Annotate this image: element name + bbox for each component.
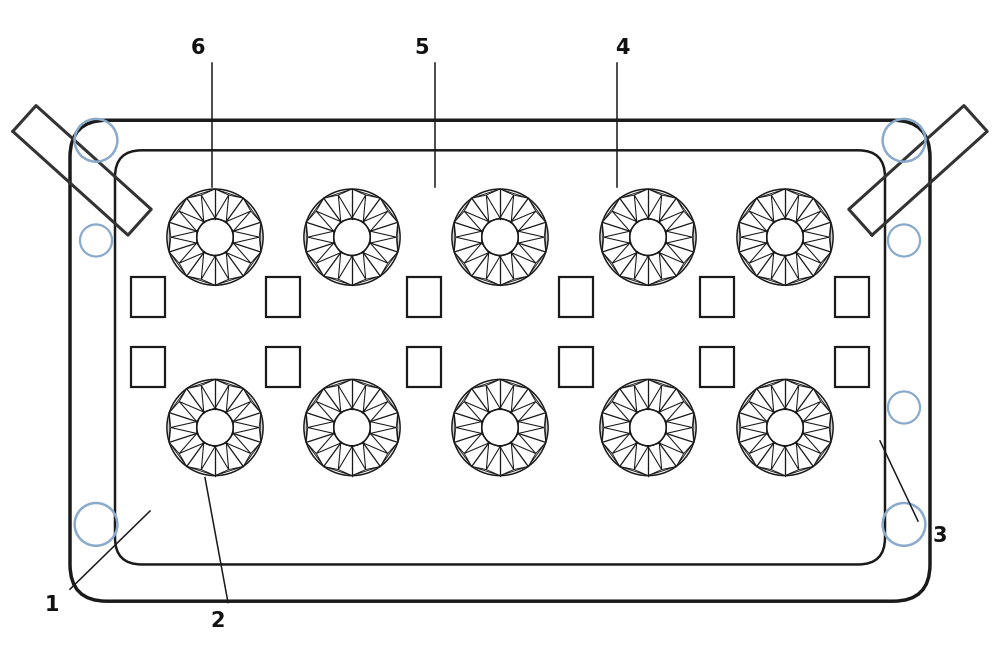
Bar — [700, 277, 734, 317]
Bar — [131, 277, 165, 317]
Bar — [266, 277, 300, 317]
FancyBboxPatch shape — [70, 120, 930, 601]
Text: 4: 4 — [615, 38, 629, 58]
Bar — [835, 347, 869, 387]
Text: 6: 6 — [191, 38, 205, 58]
Bar — [407, 347, 441, 387]
Bar — [835, 277, 869, 317]
Bar — [407, 277, 441, 317]
Bar — [700, 347, 734, 387]
Text: 3: 3 — [933, 526, 947, 546]
Text: 2: 2 — [211, 611, 225, 631]
Bar — [559, 277, 593, 317]
Bar — [559, 347, 593, 387]
Bar — [266, 347, 300, 387]
Text: 1: 1 — [45, 595, 59, 615]
Bar — [131, 347, 165, 387]
Text: 5: 5 — [415, 38, 429, 58]
